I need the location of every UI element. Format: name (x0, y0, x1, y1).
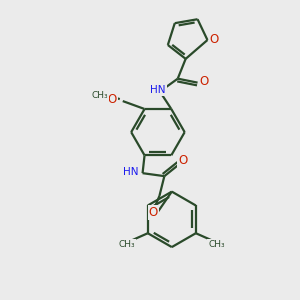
Text: O: O (210, 32, 219, 46)
Text: O: O (178, 154, 188, 167)
Text: O: O (200, 75, 209, 88)
Text: CH₃: CH₃ (119, 240, 135, 249)
Text: HN: HN (150, 85, 166, 94)
Text: CH₃: CH₃ (208, 240, 225, 249)
Text: O: O (149, 206, 158, 219)
Text: O: O (108, 93, 117, 106)
Text: HN: HN (123, 167, 139, 177)
Text: CH₃: CH₃ (91, 91, 108, 100)
